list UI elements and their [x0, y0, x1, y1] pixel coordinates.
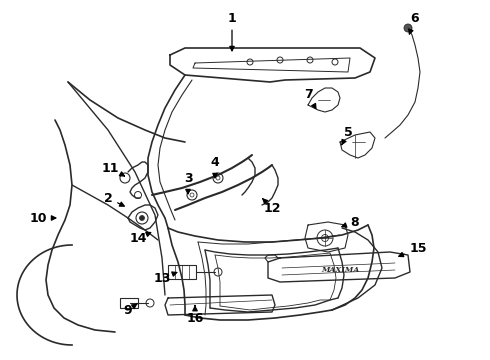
Text: 5: 5 [342, 126, 352, 145]
Text: 16: 16 [186, 306, 204, 324]
Text: 14: 14 [129, 231, 151, 244]
Text: 1: 1 [228, 12, 236, 51]
Text: 11: 11 [101, 162, 124, 176]
Text: 3: 3 [184, 171, 192, 194]
Text: 10: 10 [29, 211, 56, 225]
Text: 2: 2 [103, 192, 124, 206]
Text: 13: 13 [153, 271, 177, 284]
Text: 12: 12 [263, 199, 281, 215]
Text: 4: 4 [211, 156, 220, 178]
Bar [120, 298, 138, 308]
Bar [168, 265, 196, 279]
Circle shape [404, 24, 412, 32]
Circle shape [140, 216, 145, 220]
Text: 8: 8 [342, 216, 359, 229]
Text: 7: 7 [304, 89, 316, 108]
Text: 15: 15 [399, 242, 427, 257]
Text: MAXIMA: MAXIMA [321, 266, 359, 274]
Text: 9: 9 [123, 303, 137, 316]
Text: 6: 6 [409, 12, 419, 34]
